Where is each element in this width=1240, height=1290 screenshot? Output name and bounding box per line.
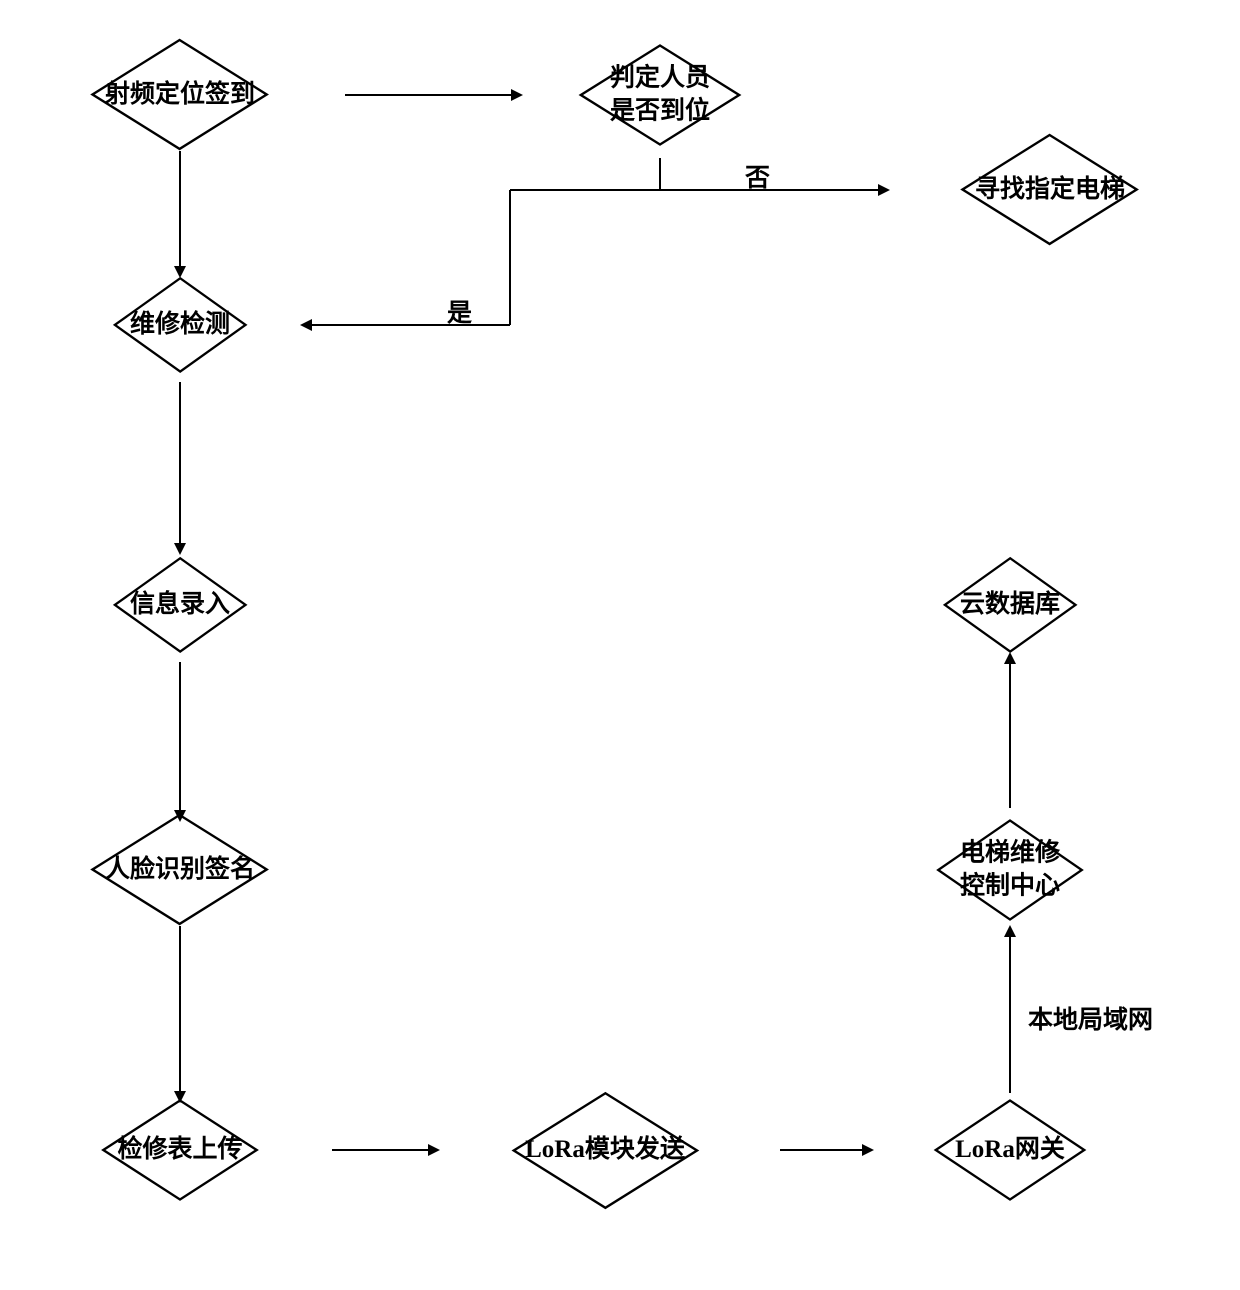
edge-label-lora_gateway-control_center: 本地局域网 (1028, 1000, 1153, 1036)
edge-upload_form-lora_send (332, 1149, 430, 1151)
arrow-down-icon (174, 266, 186, 278)
node-label-lora_send: LoRa模块发送 (525, 1134, 685, 1167)
node-label-find_elevator: 寻找指定电梯 (975, 174, 1125, 207)
arrow-left-icon (300, 319, 312, 331)
edge-judge_arrival-maintenance_detect-h (310, 324, 510, 326)
node-label-maintenance_detect: 维修检测 (130, 309, 230, 342)
arrow-down-icon (174, 1091, 186, 1103)
edge-lora_send-lora_gateway (780, 1149, 864, 1151)
node-label-rf_checkin: 射频定位签到 (105, 79, 255, 112)
edge-label-judge_arrival-maintenance_detect: 是 (447, 293, 472, 329)
arrow-right-icon (862, 1144, 874, 1156)
arrow-right-icon (511, 89, 523, 101)
node-label-upload_form: 检修表上传 (117, 1134, 242, 1167)
edge-label-judge_arrival-find_elevator: 否 (745, 158, 770, 194)
arrow-right-icon (878, 184, 890, 196)
edge-rf_checkin-maintenance_detect (179, 151, 181, 268)
edge-control_center-cloud_db (1009, 662, 1011, 808)
edge-info_input-face_sign (179, 662, 181, 812)
arrow-up-icon (1004, 925, 1016, 937)
node-label-info_input: 信息录入 (130, 589, 230, 622)
arrow-up-icon (1004, 652, 1016, 664)
edge-judge_arrival-find_elevator-v (659, 158, 661, 190)
node-label-lora_gateway: LoRa网关 (955, 1134, 1065, 1167)
node-label-cloud_db: 云数据库 (960, 589, 1060, 622)
arrow-right-icon (428, 1144, 440, 1156)
edge-maintenance_detect-info_input (179, 382, 181, 545)
edge-lora_gateway-control_center (1009, 935, 1011, 1093)
edge-judge_arrival-maintenance_detect-v (509, 190, 511, 325)
edge-rf_checkin-judge_arrival (345, 94, 513, 96)
edge-face_sign-upload_form (179, 926, 181, 1093)
arrow-down-icon (174, 810, 186, 822)
node-label-control_center: 电梯维修控制中心 (960, 838, 1060, 903)
node-label-face_sign: 人脸识别签名 (105, 854, 255, 887)
edge-judge_arrival-maintenance_detect-h0 (510, 189, 660, 191)
arrow-down-icon (174, 543, 186, 555)
node-label-judge_arrival: 判定人员是否到位 (610, 63, 710, 128)
